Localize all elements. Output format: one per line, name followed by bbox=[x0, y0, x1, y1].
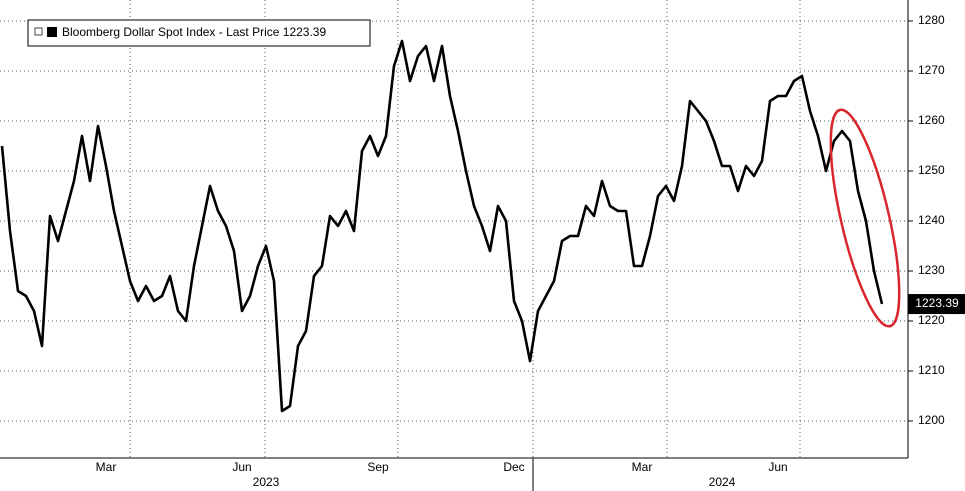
y-tick-label: 1220 bbox=[918, 313, 945, 327]
x-tick-label: Mar bbox=[632, 460, 653, 474]
x-tick-label: Sep bbox=[367, 460, 389, 474]
year-label: 2024 bbox=[709, 475, 736, 489]
year-label: 2023 bbox=[253, 475, 280, 489]
last-price-tag bbox=[908, 294, 965, 315]
y-tick-label: 1230 bbox=[918, 263, 945, 277]
x-tick-label: Jun bbox=[768, 460, 787, 474]
y-tick-label: 1200 bbox=[918, 413, 945, 427]
price-line bbox=[0, 39, 884, 413]
y-tick-label: 1260 bbox=[918, 113, 945, 127]
legend-box bbox=[27, 19, 371, 47]
legend-label: Bloomberg Dollar Spot Index - Last Price… bbox=[62, 25, 326, 39]
y-tick-label: 1250 bbox=[918, 163, 945, 177]
legend-icon bbox=[34, 27, 43, 36]
y-tick-label: 1210 bbox=[918, 363, 945, 377]
x-tick-label: Jun bbox=[232, 460, 251, 474]
x-tick-label: Mar bbox=[96, 460, 117, 474]
y-tick-label: 1270 bbox=[918, 63, 945, 77]
last-price-label: 1223.39 bbox=[915, 296, 959, 310]
y-tick-label: 1240 bbox=[918, 213, 945, 227]
y-tick-label: 1280 bbox=[918, 13, 945, 27]
legend-swatch bbox=[47, 27, 57, 37]
x-tick-label: Dec bbox=[503, 460, 524, 474]
legend: Bloomberg Dollar Spot Index - Last Price… bbox=[27, 19, 371, 47]
highlight-ellipse bbox=[829, 108, 901, 328]
